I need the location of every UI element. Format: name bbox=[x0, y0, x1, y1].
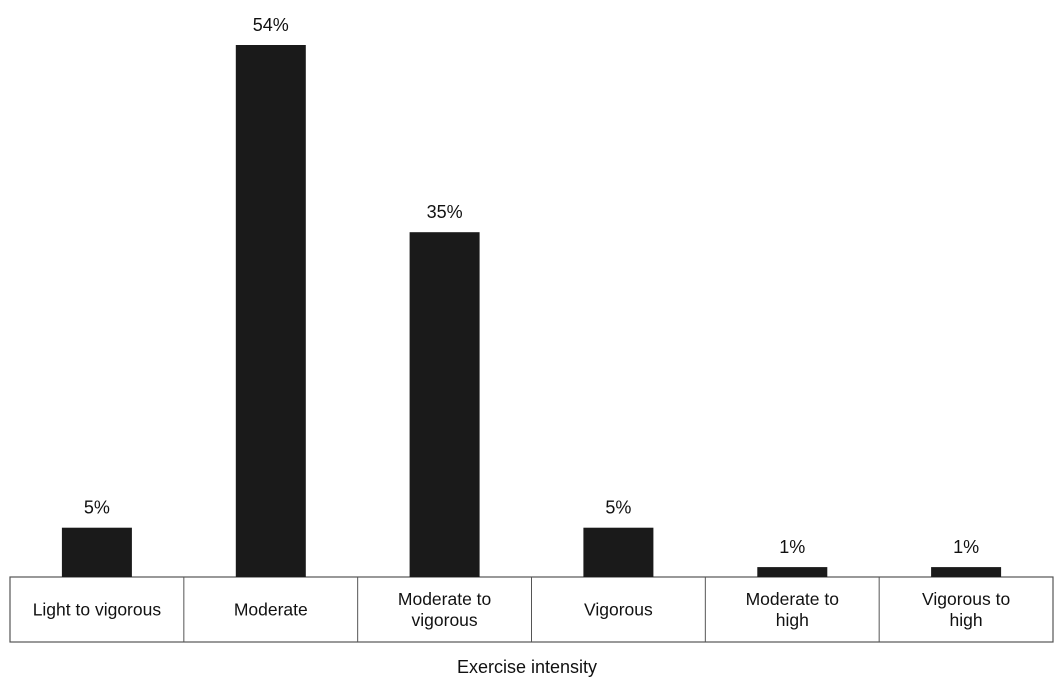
value-label-3: 35% bbox=[427, 202, 463, 222]
category-label-line: high bbox=[950, 610, 983, 630]
category-label-line: Moderate bbox=[234, 600, 308, 620]
bar-6 bbox=[931, 567, 1002, 577]
category-label-1: Light to vigorous bbox=[33, 600, 162, 620]
bars bbox=[61, 45, 1002, 577]
bar-3 bbox=[409, 232, 480, 577]
category-label-line: Light to vigorous bbox=[33, 600, 162, 620]
category-label-4: Vigorous bbox=[584, 600, 653, 620]
category-table bbox=[9, 576, 1054, 643]
category-label-3: Moderate to vigorous bbox=[398, 589, 491, 630]
category-label-line: high bbox=[776, 610, 809, 630]
value-label-2: 54% bbox=[253, 15, 289, 35]
value-labels: 5% 54% 35% 5% 1% 1% bbox=[84, 15, 979, 557]
category-label-5: Moderate to high bbox=[746, 589, 839, 630]
category-label-line: Vigorous bbox=[584, 600, 653, 620]
value-label-5: 1% bbox=[779, 537, 805, 557]
value-label-4: 5% bbox=[605, 498, 631, 518]
category-label-2: Moderate bbox=[234, 600, 308, 620]
bar-5 bbox=[757, 567, 828, 577]
bar-2 bbox=[235, 45, 306, 577]
category-label-6: Vigorous to high bbox=[922, 589, 1010, 630]
bar-4 bbox=[583, 527, 654, 577]
category-label-line: Vigorous to bbox=[922, 589, 1010, 609]
bar-1 bbox=[61, 527, 132, 577]
x-axis-title: Exercise intensity bbox=[457, 657, 597, 677]
value-label-1: 5% bbox=[84, 498, 110, 518]
value-label-6: 1% bbox=[953, 537, 979, 557]
category-label-line: Moderate to bbox=[398, 589, 491, 609]
category-label-line: Moderate to bbox=[746, 589, 839, 609]
category-label-line: vigorous bbox=[412, 610, 478, 630]
